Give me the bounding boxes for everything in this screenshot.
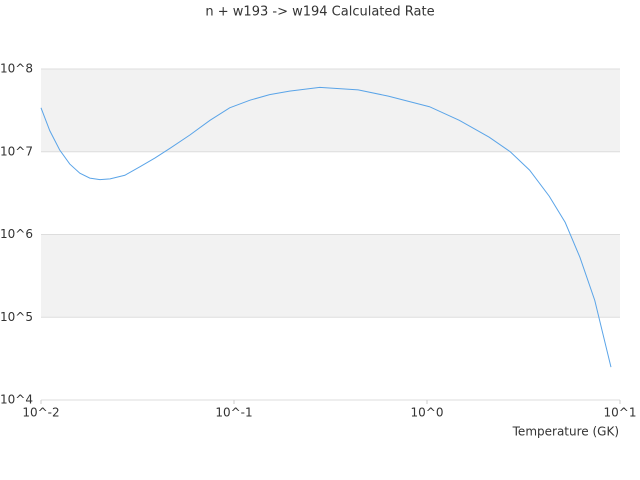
band: [41, 69, 620, 152]
x-tick-label: 10^1: [604, 406, 637, 420]
y-tick-label: 10^4: [0, 393, 33, 407]
band: [41, 234, 620, 318]
y-tick-label: 10^6: [0, 227, 33, 241]
y-tick-label: 10^5: [0, 310, 33, 324]
x-tick-label: 10^0: [411, 406, 444, 420]
data-line: [40, 86, 612, 368]
x-axis-label: Temperature (GK): [512, 425, 619, 439]
chart-title: n + w193 -> w194 Calculated Rate: [205, 5, 434, 20]
x-tick-label: 10^-2: [22, 406, 59, 420]
y-tick-label: 10^8: [0, 62, 33, 76]
x-tick-label: 10^-1: [215, 406, 252, 420]
y-tick-label: 10^7: [0, 144, 33, 158]
